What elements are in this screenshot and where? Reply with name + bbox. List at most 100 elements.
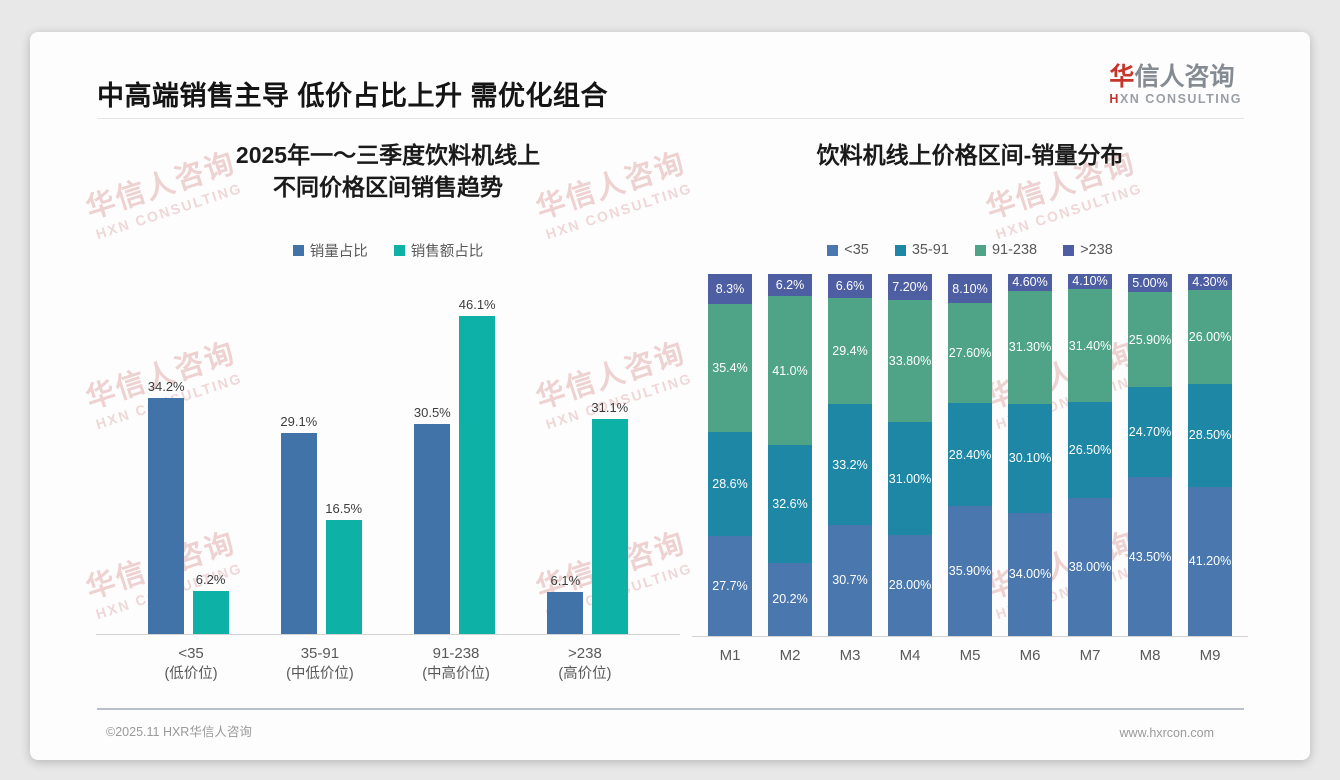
bar-segment: 5.00% xyxy=(1128,274,1172,293)
bar-segment: 26.50% xyxy=(1068,402,1112,499)
bar xyxy=(459,315,496,634)
category-range-label: 35-91 xyxy=(300,645,340,662)
bar-segment: 4.30% xyxy=(1188,274,1232,290)
x-axis-category: 35-91 (中低价位) xyxy=(286,643,354,684)
page-title: 中高端销售主导 低价占比上升 需优化组合 xyxy=(97,81,609,111)
bar-segment: 8.10% xyxy=(948,274,992,304)
segment-value-label: 28.00% xyxy=(888,578,932,593)
segment-value-label: 26.00% xyxy=(1188,329,1232,344)
segment-value-label: 31.40% xyxy=(1068,338,1112,353)
legend-right: <35 35-91 91-238 >238 xyxy=(692,240,1248,260)
bar xyxy=(325,520,362,634)
segment-value-label: 30.7% xyxy=(832,573,868,588)
legend-label: 销量占比 xyxy=(309,243,368,260)
segment-value-label: 41.0% xyxy=(772,363,808,378)
category-range-label: 91-238 xyxy=(432,645,480,662)
stacked-bar: 7.20% 33.80% 31.00% 28.00% xyxy=(888,274,932,636)
bar xyxy=(591,419,628,634)
bar-value-label: 16.5% xyxy=(325,501,363,517)
segment-value-label: 33.2% xyxy=(832,457,868,472)
chart-sales-trend: 2025年一～三季度饮料机线上 不同价格区间销售趋势 销量占比 销售额占比 34.… xyxy=(96,140,680,684)
bar-wrapper: 46.1% xyxy=(459,297,496,634)
bar-segment: 20.2% xyxy=(768,562,812,636)
chart-title-left: 2025年一～三季度饮料机线上 不同价格区间销售趋势 xyxy=(235,142,541,200)
bar-segment: 34.00% xyxy=(1008,512,1052,636)
bar-segment: 38.00% xyxy=(1068,498,1112,636)
stacked-bar: 4.60% 31.30% 30.10% 34.00% xyxy=(1008,274,1052,636)
segment-value-label: 24.70% xyxy=(1128,424,1172,439)
bar-segment: 4.10% xyxy=(1068,274,1112,289)
bar-segment: 41.0% xyxy=(768,296,812,445)
bar-segment: 4.60% xyxy=(1008,274,1052,291)
bar-segment: 7.20% xyxy=(888,274,932,301)
bar-segment: 35.4% xyxy=(708,304,752,433)
segment-value-label: 25.90% xyxy=(1128,332,1172,347)
segment-value-label: 6.2% xyxy=(775,278,805,293)
bar xyxy=(547,591,584,634)
bar-segment: 31.00% xyxy=(888,422,932,535)
x-axis-category: M9 xyxy=(1199,647,1221,664)
bar xyxy=(192,591,229,634)
x-axis-labels-left: <35 (低价位) 35-91 (中低价位) 91-238 (中高价位) >238 (高价位) xyxy=(96,643,680,684)
bar-wrapper: 29.1% xyxy=(280,414,317,634)
segment-value-label: 43.50% xyxy=(1128,549,1172,564)
legend-item: <35 xyxy=(827,242,869,258)
bar-value-label: 6.1% xyxy=(550,572,581,588)
bar-segment: 43.50% xyxy=(1128,477,1172,636)
segment-value-label: 4.30% xyxy=(1192,274,1228,289)
bar-wrapper: 6.1% xyxy=(547,572,584,634)
x-axis-category: 91-238 (中高价位) xyxy=(422,643,490,684)
bar-segment: 26.00% xyxy=(1188,289,1232,384)
category-range-label: <35 xyxy=(178,645,204,662)
segment-value-label: 8.10% xyxy=(952,281,988,296)
legend-swatch-icon xyxy=(393,244,405,256)
legend-label: <35 xyxy=(844,242,869,258)
category-sub-label: (低价位) xyxy=(164,666,218,682)
segment-value-label: 4.60% xyxy=(1012,275,1048,290)
bar-segment: 6.2% xyxy=(768,274,812,297)
bar-value-label: 29.1% xyxy=(280,414,318,430)
bar-segment: 32.6% xyxy=(768,444,812,563)
segment-value-label: 6.6% xyxy=(835,278,865,293)
segment-value-label: 27.7% xyxy=(712,578,748,593)
segment-value-label: 38.00% xyxy=(1068,560,1112,575)
bar-value-label: 30.5% xyxy=(413,404,451,420)
bar-value-label: 34.2% xyxy=(147,379,185,394)
legend-item: 91-238 xyxy=(974,242,1038,258)
bar-segment: 27.7% xyxy=(708,535,752,636)
category-sub-label: (中低价位) xyxy=(286,666,354,682)
bar-segment: 31.30% xyxy=(1008,290,1052,404)
bar xyxy=(280,433,317,634)
stacked-bar: 8.3% 35.4% 28.6% 27.7% xyxy=(708,274,752,636)
x-axis-category: M4 xyxy=(899,647,921,664)
bar xyxy=(148,398,185,634)
bar-segment: 31.40% xyxy=(1068,288,1112,403)
x-axis-category: M3 xyxy=(839,647,861,664)
bar-wrapper: 31.1% xyxy=(591,400,628,634)
x-axis-category: M8 xyxy=(1139,647,1161,664)
segment-value-label: 41.20% xyxy=(1188,554,1232,569)
bar-wrapper: 16.5% xyxy=(325,501,362,634)
bar-wrapper: 6.2% xyxy=(192,572,229,634)
bar-value-label: 46.1% xyxy=(458,296,496,312)
plot-right: 8.3% 35.4% 28.6% 27.7% 6.2% 41.0% 32.6% 20.2% 6.… xyxy=(692,274,1248,637)
bar-segment: 28.40% xyxy=(948,403,992,507)
bar-segment: 30.10% xyxy=(1008,403,1052,513)
legend-label: 91-238 xyxy=(991,242,1038,258)
segment-value-label: 4.10% xyxy=(1072,274,1108,289)
bar-segment: 25.90% xyxy=(1128,292,1172,387)
segment-value-label: 8.3% xyxy=(715,282,745,297)
segment-value-label: 32.6% xyxy=(772,496,808,511)
segment-value-label: 7.20% xyxy=(892,280,928,295)
category-sub-label: (高价位) xyxy=(558,666,612,682)
bar-segment: 28.00% xyxy=(888,534,932,636)
x-axis-category: >238 (高价位) xyxy=(558,643,611,684)
segment-value-label: 31.30% xyxy=(1008,340,1052,355)
segment-value-label: 33.80% xyxy=(888,354,932,369)
logo-chinese: 华信人咨询 xyxy=(1109,63,1235,91)
segment-value-label: 34.00% xyxy=(1008,567,1052,582)
chart-title-right: 饮料机线上价格区间-销量分布 xyxy=(816,142,1124,168)
segment-value-label: 28.50% xyxy=(1188,428,1232,443)
footer-website: www.hxrcon.com xyxy=(1119,726,1214,740)
bar-value-label: 31.1% xyxy=(591,400,629,416)
